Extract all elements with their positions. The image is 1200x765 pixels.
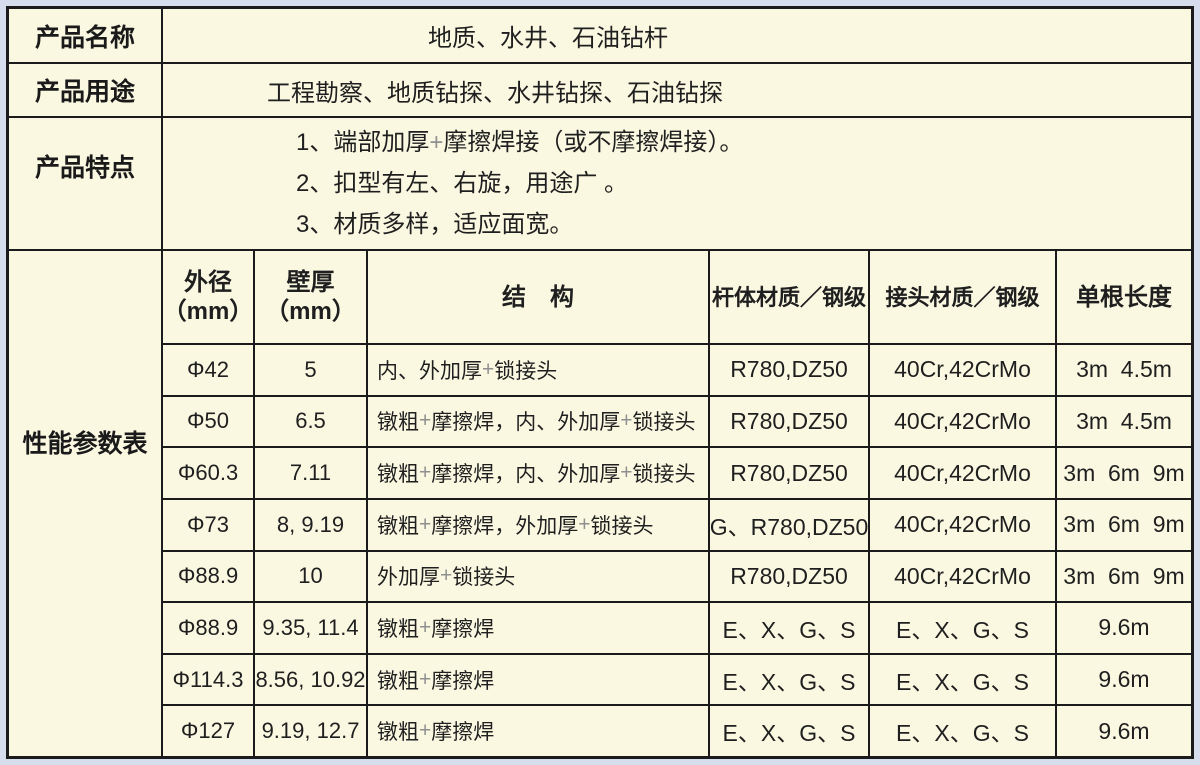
product-name-value: 地质、水井、石油钻杆 bbox=[428, 25, 668, 52]
param-cell-row4-col5: 40Cr,42CrMo bbox=[868, 497, 1055, 550]
param-column-header-3: 结 构 bbox=[366, 251, 708, 343]
product-features-label: 产品特点 bbox=[9, 118, 163, 249]
param-cell-row7-col5: E、X、G、S bbox=[868, 652, 1055, 705]
param-cell-row4-col4: G、R780,DZ50 bbox=[708, 497, 868, 550]
param-cell-row8-col6: 9.6m bbox=[1055, 704, 1191, 756]
param-cell-row2-col4: R780,DZ50 bbox=[708, 394, 868, 447]
param-cell-row4-col3: 镦粗 + 摩擦焊，外加厚 + 锁接头 bbox=[366, 497, 708, 550]
param-cell-row8-col4: E、X、G、S bbox=[708, 704, 868, 756]
param-cell-row7-col1: Φ114.3 bbox=[163, 652, 253, 705]
param-cell-row3-col3: 镦粗 + 摩擦焊，内、外加厚 + 锁接头 bbox=[366, 446, 708, 498]
param-cell-row3-col6: 3m 6m 9m bbox=[1055, 446, 1191, 498]
param-cell-row2-col1: Φ50 bbox=[163, 394, 253, 447]
param-cell-row1-col3: 内、外加厚 + 锁接头 bbox=[366, 343, 708, 395]
param-cell-row4-col6: 3m 6m 9m bbox=[1055, 497, 1191, 550]
param-cell-row6-col5: E、X、G、S bbox=[868, 601, 1055, 653]
param-cell-row7-col4: E、X、G、S bbox=[708, 652, 868, 705]
param-cell-row5-col3: 外加厚 + 锁接头 bbox=[366, 549, 708, 602]
param-cell-row1-col6: 3m 4.5m bbox=[1055, 343, 1191, 395]
feature-line-1: 1、端部加厚+摩擦焊接（或不摩擦焊接）。 bbox=[296, 129, 744, 156]
param-cell-row2-col2: 6.5 bbox=[253, 394, 366, 447]
param-cell-row2-col3: 镦粗 + 摩擦焊，内、外加厚 + 锁接头 bbox=[366, 394, 708, 447]
param-cell-row1-col5: 40Cr,42CrMo bbox=[868, 343, 1055, 395]
product-features-list: 1、端部加厚+摩擦焊接（或不摩擦焊接）。 2、扣型有左、右旋，用途广 。 3、材质多… bbox=[163, 118, 1191, 249]
spec-table-frame: 产品名称 地质、水井、石油钻杆 产品用途 工程勘察、地质钻探、水井钻探、石油钻探… bbox=[6, 6, 1194, 759]
param-cell-row5-col4: R780,DZ50 bbox=[708, 549, 868, 602]
param-cell-row3-col2: 7.11 bbox=[253, 446, 366, 498]
param-cell-row8-col5: E、X、G、S bbox=[868, 704, 1055, 756]
param-column-header-2: 壁厚 （mm） bbox=[253, 251, 366, 343]
row-product-name: 产品名称 地质、水井、石油钻杆 bbox=[9, 9, 1191, 64]
param-cell-row1-col4: R780,DZ50 bbox=[708, 343, 868, 395]
row-performance-parameters: 性能参数表 外径 （mm） 壁厚 （mm）结 构杆体材质／钢级 接头材质／钢级 单根长度 Φ… bbox=[9, 251, 1191, 756]
param-cell-row3-col1: Φ60.3 bbox=[163, 446, 253, 498]
performance-parameters-label: 性能参数表 bbox=[9, 251, 163, 756]
row-product-use: 产品用途 工程勘察、地质钻探、水井钻探、石油钻探 bbox=[9, 64, 1191, 118]
param-cell-row1-col1: Φ42 bbox=[163, 343, 253, 395]
param-cell-row5-col6: 3m 6m 9m bbox=[1055, 549, 1191, 602]
param-column-header-4: 杆体材质／钢级 bbox=[708, 251, 868, 343]
param-column-header-6: 单根长度 bbox=[1055, 251, 1191, 343]
row-product-features: 产品特点 1、端部加厚+摩擦焊接（或不摩擦焊接）。 2、扣型有左、右旋，用途广 。… bbox=[9, 118, 1191, 251]
product-use-value: 工程勘察、地质钻探、水井钻探、石油钻探 bbox=[267, 79, 723, 107]
param-cell-row6-col2: 9.35, 11.4 bbox=[253, 601, 366, 653]
param-cell-row6-col4: E、X、G、S bbox=[708, 601, 868, 653]
param-cell-row8-col3: 镦粗 + 摩擦焊 bbox=[366, 704, 708, 756]
param-cell-row8-col2: 9.19, 12.7 bbox=[253, 704, 366, 756]
param-cell-row5-col2: 10 bbox=[253, 549, 366, 602]
param-cell-row7-col2: 8.56, 10.92 bbox=[253, 652, 366, 705]
param-cell-row5-col1: Φ88.9 bbox=[163, 549, 253, 602]
param-cell-row4-col1: Φ73 bbox=[163, 497, 253, 550]
param-cell-row3-col4: R780,DZ50 bbox=[708, 446, 868, 498]
performance-parameters-table: 外径 （mm） 壁厚 （mm）结 构杆体材质／钢级 接头材质／钢级 单根长度 Φ42 5 内、外… bbox=[163, 251, 1191, 756]
param-cell-row8-col1: Φ127 bbox=[163, 704, 253, 756]
param-cell-row6-col1: Φ88.9 bbox=[163, 601, 253, 653]
param-cell-row6-col6: 9.6m bbox=[1055, 601, 1191, 653]
param-cell-row3-col5: 40Cr,42CrMo bbox=[868, 446, 1055, 498]
param-column-header-1: 外径 （mm） bbox=[163, 269, 253, 325]
param-cell-row5-col5: 40Cr,42CrMo bbox=[868, 549, 1055, 602]
param-cell-row2-col5: 40Cr,42CrMo bbox=[868, 394, 1055, 447]
param-cell-row1-col2: 5 bbox=[253, 343, 366, 395]
param-cell-row6-col3: 镦粗 + 摩擦焊 bbox=[366, 601, 708, 653]
param-cell-row7-col3: 镦粗 + 摩擦焊 bbox=[366, 652, 708, 705]
feature-line-3: 3、材质多样，适应面宽。 bbox=[296, 211, 574, 238]
product-name-label: 产品名称 bbox=[9, 9, 163, 62]
feature-line-2: 2、扣型有左、右旋，用途广 。 bbox=[296, 170, 629, 197]
param-cell-row7-col6: 9.6m bbox=[1055, 652, 1191, 705]
param-cell-row4-col2: 8, 9.19 bbox=[253, 497, 366, 550]
product-use-label: 产品用途 bbox=[9, 64, 163, 116]
param-column-header-5: 接头材质／钢级 bbox=[868, 251, 1055, 343]
param-cell-row2-col6: 3m 4.5m bbox=[1055, 394, 1191, 447]
